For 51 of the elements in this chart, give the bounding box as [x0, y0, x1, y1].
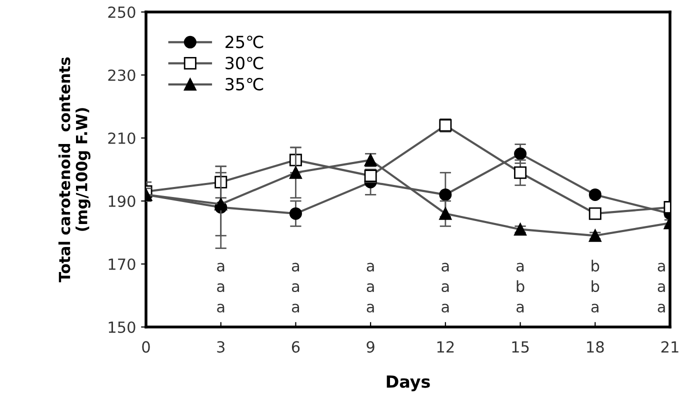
y-tick-label: 210: [108, 132, 136, 144]
y-tick-label: 250: [108, 6, 136, 18]
y-axis-title: Total carotenoid contents (mg/100g F.W): [58, 57, 90, 282]
point: [214, 198, 228, 210]
y-tick-label: 170: [108, 258, 136, 270]
point: [289, 207, 302, 220]
annotation: a: [516, 304, 524, 313]
y-tick-label: 150: [108, 321, 136, 334]
annotation: a: [366, 283, 374, 292]
annotation: b: [592, 280, 600, 292]
annotation: a: [591, 304, 598, 313]
x-axis-title: Days: [386, 376, 430, 392]
point: [514, 166, 527, 179]
point: [514, 148, 527, 160]
annotation: a: [658, 262, 665, 272]
annotation: a: [366, 262, 374, 272]
annotation: a: [217, 304, 224, 313]
point: [588, 207, 602, 220]
point: [588, 229, 602, 242]
x-tick-label: 12: [437, 341, 454, 352]
annotation: a: [217, 262, 224, 272]
point: [439, 188, 452, 201]
annotation: a: [292, 262, 300, 272]
point: [289, 166, 302, 179]
annotation: b: [516, 280, 524, 292]
annotation: a: [442, 262, 449, 272]
annotation: a: [442, 283, 449, 292]
y-tick-label: 230: [108, 69, 136, 82]
legend-label: 30℃: [226, 56, 264, 70]
annotation: b: [592, 260, 600, 272]
x-tick-label: 6: [292, 341, 300, 353]
point: [439, 207, 452, 220]
point: [514, 223, 527, 236]
x-tick-label: 9: [366, 341, 374, 353]
point: [588, 188, 602, 201]
legend-label: 25℃: [226, 36, 264, 48]
annotation: a: [366, 304, 374, 313]
x-tick-label: 3: [217, 341, 224, 353]
annotation: a: [658, 304, 665, 313]
x-tick-label: 18: [587, 341, 604, 353]
annotation: a: [217, 283, 224, 292]
annotation: a: [658, 283, 665, 292]
legend-label: 35℃: [226, 78, 264, 90]
annotation: a: [292, 283, 300, 292]
annotation: a: [442, 304, 449, 313]
y-tick-label: 190: [108, 195, 136, 208]
x-tick-label: 0: [142, 341, 150, 353]
x-tick-label: 21: [661, 341, 678, 352]
annotation: a: [292, 304, 300, 313]
annotation: a: [516, 262, 524, 272]
x-tick-label: 15: [512, 341, 529, 353]
